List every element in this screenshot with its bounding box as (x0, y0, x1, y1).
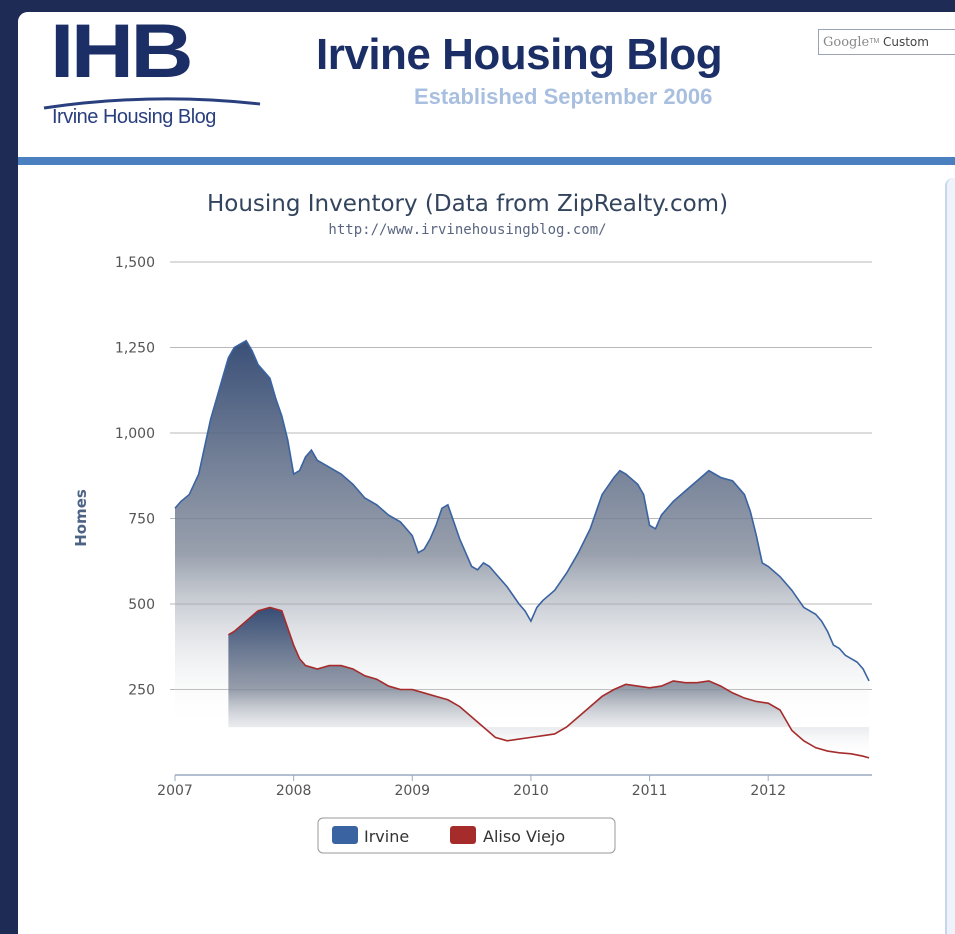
chart-subtitle[interactable]: http://www.irvinehousingblog.com/ (328, 222, 607, 238)
legend-swatch[interactable] (332, 826, 358, 844)
series-line-aliso-viejo (227, 606, 870, 759)
y-tick-label: 1,250 (115, 341, 155, 357)
legend-label[interactable]: Irvine (364, 827, 409, 846)
logo-text: IHB (50, 12, 194, 94)
series-area-aliso-viejo (228, 607, 870, 758)
logo-swoosh-icon (43, 97, 261, 110)
y-tick-label: 250 (128, 683, 155, 699)
header-accent-bar (18, 157, 955, 165)
x-tick-label: 2012 (750, 783, 786, 799)
site-header: IHB Irvine Housing Blog Irvine Housing B… (18, 12, 955, 157)
sidebar-panel (945, 178, 955, 934)
x-tick-label: 2007 (157, 783, 193, 799)
site-logo[interactable]: IHB Irvine Housing Blog (42, 14, 264, 135)
chart-title: Housing Inventory (Data from ZipRealty.c… (206, 191, 729, 217)
page-frame: IHB Irvine Housing Blog Irvine Housing B… (18, 12, 955, 934)
legend-label[interactable]: Aliso Viejo (483, 827, 565, 846)
site-title[interactable]: Irvine Housing Blog (316, 30, 723, 79)
y-axis-label: Homes (72, 489, 90, 547)
series-area-irvine (175, 340, 870, 728)
search-brand: Google (823, 35, 870, 50)
search-label: Custom (882, 35, 929, 49)
search-trademark: TM (869, 38, 880, 45)
x-tick-label: 2010 (513, 783, 549, 799)
search-input[interactable]: GoogleTM Custom (818, 29, 955, 55)
x-tick-label: 2008 (276, 783, 312, 799)
y-tick-label: 750 (128, 512, 155, 528)
legend-swatch[interactable] (450, 826, 476, 844)
y-tick-label: 1,000 (115, 426, 155, 442)
y-tick-label: 500 (128, 597, 155, 613)
site-tagline: Established September 2006 (414, 84, 713, 109)
logo-subtext: Irvine Housing Blog (52, 106, 216, 128)
y-tick-label: 1,500 (115, 255, 155, 271)
x-tick-label: 2009 (394, 783, 430, 799)
x-tick-label: 2011 (632, 783, 668, 799)
series-line-irvine (174, 339, 870, 682)
